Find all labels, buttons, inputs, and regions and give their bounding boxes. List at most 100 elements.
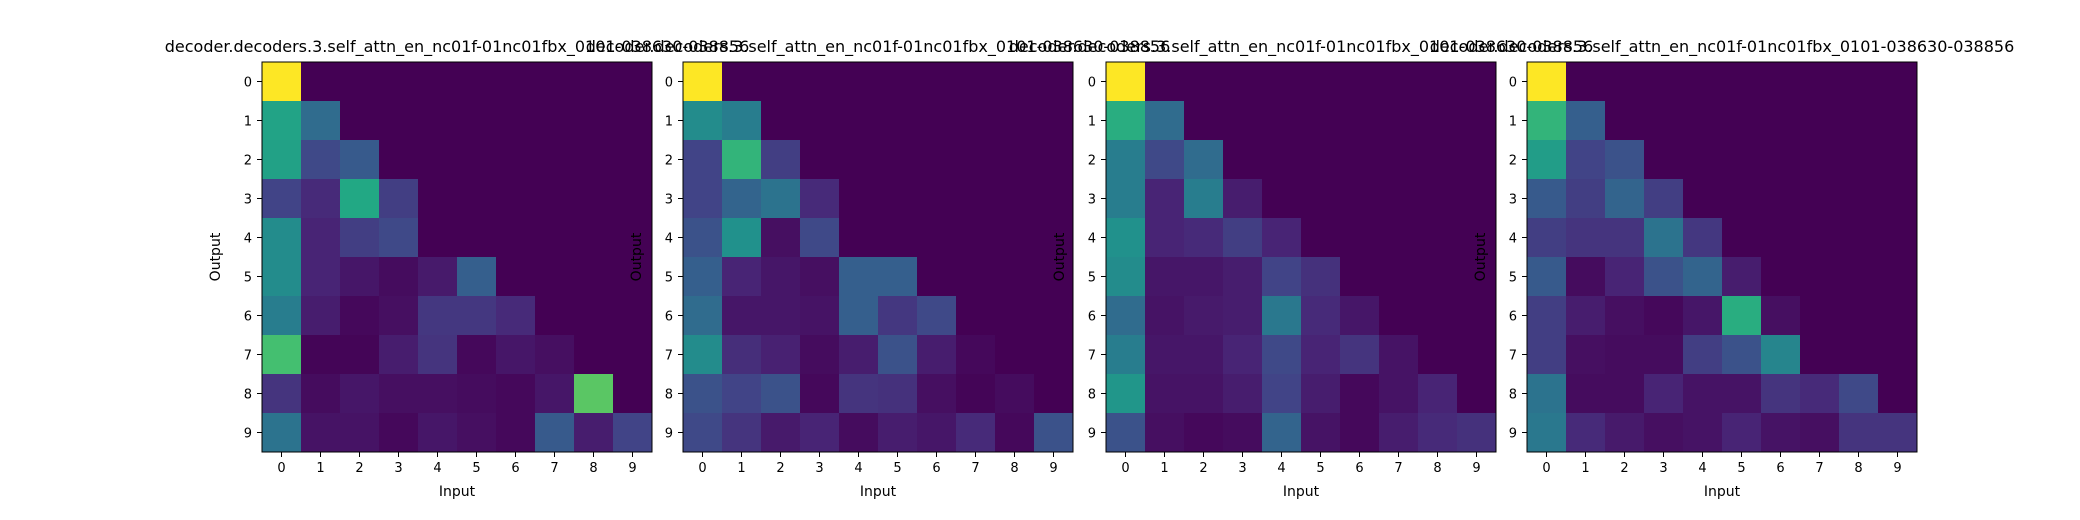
heatmap-cell-r1-c1	[722, 101, 762, 141]
heatmap-cell-r5-c3	[1223, 257, 1263, 297]
heatmap-cell-r3-c5	[878, 179, 918, 219]
heatmap-cell-r6-c2	[1605, 296, 1645, 336]
heatmap-cell-r0-c8	[1839, 62, 1879, 102]
x-tick-label: 9	[628, 461, 636, 476]
heatmap-cell-r4-c3	[800, 218, 840, 258]
heatmap-cell-r7-c6	[1340, 335, 1380, 375]
x-tick-label: 2	[1620, 461, 1628, 476]
heatmap-cell-r4-c9	[1878, 218, 1918, 258]
heatmap-cell-r2-c8	[1418, 140, 1458, 180]
y-tick-label: 2	[1088, 154, 1096, 169]
heatmap-cell-r6-c3	[379, 296, 419, 336]
x-axis-label: Input	[860, 484, 897, 500]
heatmap-cell-r3-c0	[262, 179, 302, 219]
heatmap-cell-r0-c5	[1722, 62, 1762, 102]
heatmap-cell-r4-c1	[1566, 218, 1606, 258]
heatmap-cell-r2-c8	[574, 140, 614, 180]
heatmap-cell-r7-c7	[956, 335, 996, 375]
x-tick-label: 6	[932, 461, 940, 476]
heatmap-cell-r5-c7	[1800, 257, 1840, 297]
heatmap-cell-r9-c2	[761, 413, 801, 453]
heatmap-cell-r0-c2	[340, 62, 380, 102]
heatmap-cell-r9-c9	[1457, 413, 1497, 453]
heatmap-cell-r3-c3	[1223, 179, 1263, 219]
y-tick-label: 5	[244, 271, 252, 286]
heatmap-cell-r3-c3	[379, 179, 419, 219]
heatmap-cell-r6-c9	[1034, 296, 1074, 336]
heatmap-cell-r0-c3	[1223, 62, 1263, 102]
heatmap-cell-r7-c5	[457, 335, 497, 375]
heatmap-cell-r6-c1	[722, 296, 762, 336]
heatmap-cell-r9-c0	[1106, 413, 1146, 453]
heatmap-cell-r9-c7	[956, 413, 996, 453]
heatmap-panel-4: decoder.decoders.3.self_attn_en_nc01f-01…	[1430, 37, 2015, 500]
x-tick-label: 7	[971, 461, 979, 476]
heatmap-cell-r7-c8	[995, 335, 1035, 375]
heatmap-cell-r1-c9	[613, 101, 653, 141]
y-axis-label: Output	[1473, 232, 1489, 281]
heatmap-cell-r6-c5	[457, 296, 497, 336]
heatmap-cell-r4-c1	[1145, 218, 1185, 258]
x-tick-label: 2	[776, 461, 784, 476]
heatmap-cell-r0-c1	[301, 62, 341, 102]
heatmap-cell-r2-c0	[683, 140, 723, 180]
y-axis-label: Output	[629, 232, 645, 281]
panel-title: decoder.decoders.3.self_attn_en_nc01f-01…	[165, 37, 750, 57]
heatmap-cell-r1-c6	[1340, 101, 1380, 141]
x-tick-label: 9	[1472, 461, 1480, 476]
x-tick-label: 6	[1776, 461, 1784, 476]
heatmap-cell-r9-c8	[1839, 413, 1879, 453]
heatmap-cell-r7-c3	[1644, 335, 1684, 375]
heatmap-cell-r6-c5	[1301, 296, 1341, 336]
y-tick-label: 6	[244, 310, 252, 325]
heatmap-cell-r9-c8	[995, 413, 1035, 453]
heatmap-cell-r9-c4	[1683, 413, 1723, 453]
heatmap-cell-r3-c5	[1301, 179, 1341, 219]
y-tick-label: 1	[1088, 115, 1096, 130]
heatmap-cell-r2-c5	[878, 140, 918, 180]
heatmap-cell-r6-c4	[418, 296, 458, 336]
heatmap-cell-r6-c1	[1566, 296, 1606, 336]
y-tick-label: 8	[1509, 388, 1517, 403]
x-tick-label: 3	[815, 461, 823, 476]
heatmap-cell-r7-c9	[1034, 335, 1074, 375]
heatmap-cell-r0-c1	[1566, 62, 1606, 102]
heatmap-cell-r9-c4	[418, 413, 458, 453]
heatmap-cell-r6-c7	[535, 296, 575, 336]
heatmap-cell-r1-c0	[1527, 101, 1567, 141]
heatmap-cell-r6-c3	[800, 296, 840, 336]
heatmap-cell-r9-c3	[1644, 413, 1684, 453]
heatmap-cell-r1-c9	[1878, 101, 1918, 141]
heatmap-cell-r3-c9	[1878, 179, 1918, 219]
heatmap-panel-1: decoder.decoders.3.self_attn_en_nc01f-01…	[165, 37, 750, 500]
heatmap-cell-r1-c7	[956, 101, 996, 141]
heatmap-cell-r8-c8	[995, 374, 1035, 414]
heatmap-cell-r0-c6	[1340, 62, 1380, 102]
heatmap-cell-r9-c3	[800, 413, 840, 453]
heatmap-cell-r8-c3	[1223, 374, 1263, 414]
heatmap-cell-r3-c4	[839, 179, 879, 219]
heatmap-cell-r8-c9	[613, 374, 653, 414]
heatmap-cell-r1-c0	[683, 101, 723, 141]
y-tick-label: 8	[1088, 388, 1096, 403]
y-tick-label: 2	[665, 154, 673, 169]
heatmap-cell-r4-c8	[1418, 218, 1458, 258]
heatmap-cell-r1-c2	[1184, 101, 1224, 141]
heatmap-cell-r6-c0	[1106, 296, 1146, 336]
heatmap-cell-r4-c2	[340, 218, 380, 258]
y-tick-label: 9	[665, 427, 673, 442]
y-tick-label: 3	[1509, 193, 1517, 208]
heatmap-cell-r2-c5	[1301, 140, 1341, 180]
heatmap-cell-r5-c6	[1340, 257, 1380, 297]
heatmap-cell-r2-c4	[839, 140, 879, 180]
heatmap-cell-r8-c0	[683, 374, 723, 414]
y-tick-label: 8	[244, 388, 252, 403]
heatmap-cell-r9-c2	[340, 413, 380, 453]
heatmap-cell-r3-c8	[1839, 179, 1879, 219]
y-tick-label: 7	[244, 349, 252, 364]
x-tick-label: 5	[893, 461, 901, 476]
heatmap-cell-r5-c5	[1301, 257, 1341, 297]
heatmap-cell-r8-c5	[1301, 374, 1341, 414]
heatmap-cell-r5-c1	[301, 257, 341, 297]
heatmap-cell-r4-c5	[1301, 218, 1341, 258]
